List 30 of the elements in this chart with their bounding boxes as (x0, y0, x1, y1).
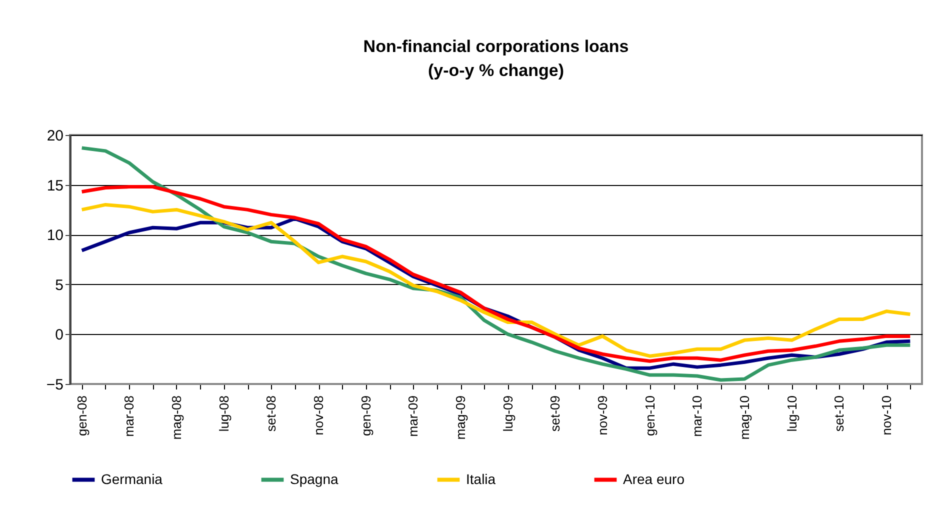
y-tick-label: 0 (55, 326, 64, 344)
y-tick-label: 20 (46, 128, 64, 144)
x-tick-label: gen-09 (358, 396, 374, 436)
x-tick-label: set-09 (548, 396, 563, 432)
x-tick-label: lug-08 (216, 396, 232, 432)
x-tick-label: nov-08 (311, 396, 326, 436)
x-tick-label: mar-09 (406, 396, 421, 437)
y-tick-label: 5 (55, 276, 64, 294)
x-tick-label: set-08 (264, 396, 279, 432)
legend-label: Germania (101, 470, 163, 487)
line-series (80, 146, 912, 382)
x-tick-label: gen-10 (642, 396, 658, 436)
x-tick-label: mag-09 (453, 396, 468, 440)
x-tick-label: gen-08 (74, 396, 90, 436)
legend-label: Spagna (290, 470, 338, 487)
x-tick-label: nov-09 (595, 396, 610, 436)
chart-title: Non-financial corporations loans (y-o-y % change) (363, 37, 629, 80)
x-tick-label: nov-10 (879, 396, 894, 436)
x-tick-label: lug-10 (784, 396, 800, 432)
x-tick-label: mar-08 (122, 396, 137, 437)
y-tick-label: −5 (46, 376, 64, 394)
x-tick-label: mag-08 (169, 396, 184, 440)
legend-label: Italia (466, 470, 496, 487)
x-tick-label: mar-10 (690, 396, 705, 437)
x-tick-label: mag-10 (737, 396, 752, 440)
legend-label: Area euro (623, 470, 685, 487)
y-tick-label: 15 (46, 177, 64, 194)
x-tick-label: lug-09 (500, 396, 516, 432)
x-tick-label: set-10 (832, 396, 847, 432)
y-tick-label: 10 (46, 227, 64, 244)
